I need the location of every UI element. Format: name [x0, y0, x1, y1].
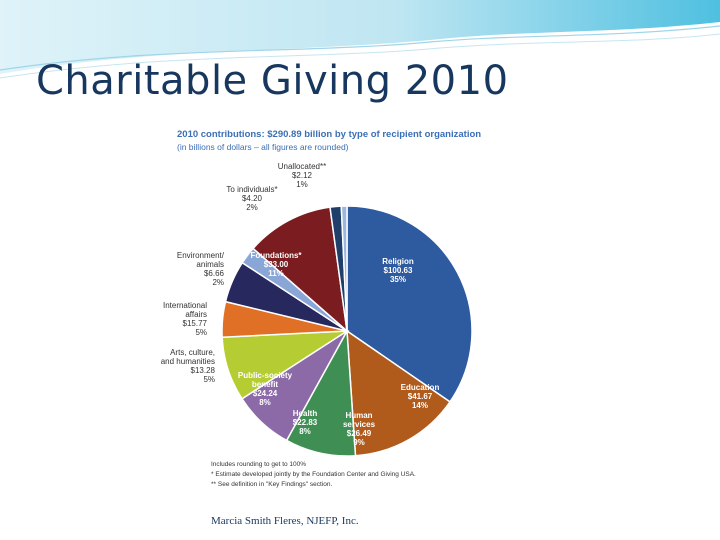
- slide-footer: Marcia Smith Fleres, NJEFP, Inc.: [211, 515, 359, 527]
- chart-title: 2010 contributions: $290.89 billion by t…: [177, 129, 482, 140]
- pie-slice-religion: [346, 205, 473, 403]
- pie-slice-education: [346, 329, 452, 457]
- slice-label-foundations: Foundations* $33.00 11%: [250, 251, 302, 278]
- slice-label-health: Health $22.83 8%: [293, 409, 318, 436]
- slice-label-public-society-benefit: Public-society benefit $24.24 8%: [238, 371, 293, 407]
- slice-label-international-affairs: International affairs $15.77 5%: [163, 301, 208, 337]
- chart-subtitle: (in billions of dollars – all figures ar…: [177, 142, 349, 152]
- pie-chart: Religion $100.63 35% Education $41.67 14% Huma…: [161, 162, 473, 457]
- slice-label-unallocated: Unallocated** $2.12 1%: [278, 162, 326, 189]
- slice-label-religion: Religion $100.63 35%: [382, 257, 414, 284]
- chart-note: * Estimate developed jointly by the Foun…: [211, 471, 416, 478]
- chart-figure: Religion $100.63 35% Education $41.67 14% Huma…: [150, 118, 482, 496]
- slice-label-to-individuals: To individuals* $4.20 2%: [226, 185, 277, 212]
- pie-slice-unallocated: [340, 205, 348, 332]
- slide-title: Charitable Giving 2010: [36, 58, 509, 104]
- slice-label-environment-animals: Environment/animals $6.66 2%: [177, 251, 225, 287]
- slice-label-arts-culture-and-humanities: Arts, culture, and humanities $13.28 5%: [161, 348, 216, 384]
- header-wave-decoration: [0, 0, 720, 79]
- pie-slice-foundations: [252, 206, 349, 333]
- chart-note: ** See definition in "Key Findings" sect…: [211, 481, 333, 488]
- slice-label-human-services: Human services $26.49 9%: [343, 411, 376, 447]
- chart-notes: Includes rounding to get to 100% * Estim…: [211, 460, 416, 490]
- chart-note: Includes rounding to get to 100%: [211, 461, 307, 468]
- slice-label-education: Education $41.67 14%: [401, 383, 440, 410]
